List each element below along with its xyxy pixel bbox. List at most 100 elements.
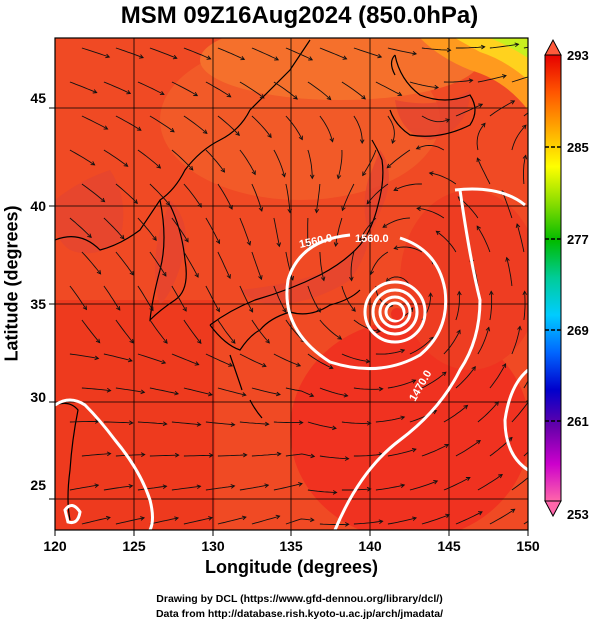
- streamline-arrowhead: [298, 135, 303, 141]
- streamline-arrowhead: [139, 54, 144, 59]
- streamline-arrowhead: [540, 435, 544, 439]
- streamline: [103, 81, 131, 94]
- streamline: [341, 353, 370, 363]
- streamline: [273, 217, 280, 247]
- streamline: [81, 453, 111, 457]
- streamline: [137, 353, 166, 364]
- streamline: [251, 319, 270, 344]
- streamline: [319, 455, 349, 460]
- streamline-arrowhead: [510, 100, 516, 105]
- streamline: [115, 183, 138, 204]
- streamline-arrowhead: [230, 484, 236, 489]
- credit-data: Data from http://database.rish.kyoto-u.a…: [155, 608, 444, 620]
- streamline-arrowhead: [344, 522, 350, 527]
- streamline-arrowhead: [123, 162, 129, 167]
- streamline: [455, 440, 481, 457]
- streamline: [285, 183, 291, 213]
- streamline: [416, 144, 445, 151]
- streamline: [81, 387, 111, 392]
- streamline-arrowhead: [505, 256, 510, 262]
- streamline: [516, 223, 525, 253]
- x-tick-label: 120: [43, 538, 67, 554]
- streamline: [393, 183, 422, 191]
- streamline-arrowhead: [163, 339, 168, 344]
- streamline: [511, 326, 521, 355]
- streamline-arrowhead: [343, 392, 349, 398]
- credits: Drawing by DCL (https://www.gfd-dennou.o…: [0, 592, 599, 622]
- streamline-arrowhead: [94, 483, 100, 488]
- streamline: [385, 276, 411, 287]
- streamline-arrowhead: [465, 477, 471, 482]
- streamline-arrowhead: [400, 483, 406, 488]
- streamline-arrowhead: [172, 54, 178, 60]
- streamline: [476, 123, 486, 151]
- streamline-arrowhead: [162, 421, 168, 427]
- streamline: [137, 421, 167, 425]
- streamline-arrowhead: [231, 339, 236, 344]
- streamline-arrowhead: [358, 237, 363, 243]
- streamline-arrowhead: [275, 514, 281, 520]
- streamline: [217, 183, 233, 210]
- streamline: [511, 477, 528, 491]
- streamline-arrowhead: [412, 51, 418, 56]
- streamline-arrowhead: [351, 307, 356, 312]
- streamline: [455, 511, 483, 525]
- streamline: [183, 47, 211, 60]
- streamline: [115, 251, 134, 276]
- streamline: [137, 285, 154, 311]
- streamline-arrowhead: [326, 95, 332, 101]
- map-title: MSM 09Z16Aug2024 (850.0hPa): [120, 2, 479, 29]
- streamline: [103, 217, 125, 240]
- streamline-arrowhead: [228, 204, 233, 210]
- streamline-arrowhead: [242, 452, 248, 458]
- streamline-arrowhead: [309, 392, 315, 398]
- streamline-arrowhead: [296, 362, 302, 367]
- streamline-arrowhead: [194, 361, 200, 366]
- streamline-arrowhead: [456, 329, 461, 335]
- streamline: [370, 251, 389, 275]
- streamline: [273, 149, 286, 177]
- streamline: [353, 319, 381, 332]
- streamline: [429, 172, 457, 185]
- streamline: [319, 523, 349, 525]
- x-tick-label: 145: [437, 538, 461, 554]
- streamline: [476, 225, 491, 253]
- streamline-arrowhead: [133, 199, 138, 204]
- streamline-arrowhead: [332, 425, 337, 431]
- streamline-arrowhead: [293, 95, 298, 100]
- streamline: [205, 81, 231, 98]
- streamline: [115, 454, 145, 457]
- streamline-arrowhead: [241, 392, 247, 397]
- streamline-arrowhead: [162, 484, 168, 489]
- streamline: [217, 115, 240, 136]
- streamline: [523, 291, 526, 321]
- streamline-arrowhead: [400, 348, 406, 354]
- streamline: [319, 47, 347, 60]
- streamline-arrowhead: [329, 137, 334, 143]
- colorbar-label: 285: [567, 140, 589, 155]
- streamline: [149, 319, 168, 344]
- streamline-arrowhead: [194, 273, 199, 278]
- streamline: [421, 47, 451, 51]
- streamline: [350, 251, 355, 281]
- streamline-arrowhead: [310, 453, 316, 459]
- streamline-arrowhead: [411, 379, 417, 384]
- streamline-arrowhead: [337, 335, 343, 340]
- streamline: [81, 115, 108, 130]
- streamline-arrowhead: [100, 197, 106, 203]
- streamline: [443, 79, 473, 83]
- x-tick-label: 150: [516, 538, 540, 554]
- streamline: [319, 319, 342, 340]
- streamline-arrowhead: [241, 515, 247, 521]
- streamline-arrowhead: [471, 366, 476, 371]
- streamline: [341, 285, 356, 312]
- streamline: [358, 217, 377, 242]
- streamline: [506, 257, 513, 287]
- streamline-arrowhead: [476, 439, 481, 445]
- streamline-arrowhead: [162, 271, 167, 277]
- streamline: [436, 230, 457, 253]
- streamline: [387, 448, 417, 457]
- streamline-arrowhead: [416, 206, 421, 212]
- streamline: [394, 246, 423, 253]
